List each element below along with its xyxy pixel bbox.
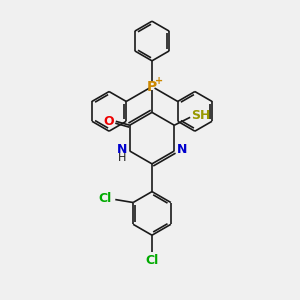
Text: +: + bbox=[155, 76, 163, 85]
Text: Cl: Cl bbox=[146, 254, 159, 268]
Text: H: H bbox=[118, 153, 126, 163]
Text: P: P bbox=[147, 80, 157, 94]
Text: Cl: Cl bbox=[99, 192, 112, 205]
Text: N: N bbox=[117, 142, 127, 155]
Text: SH: SH bbox=[191, 109, 211, 122]
Text: N: N bbox=[177, 142, 188, 155]
Text: O: O bbox=[103, 115, 114, 128]
